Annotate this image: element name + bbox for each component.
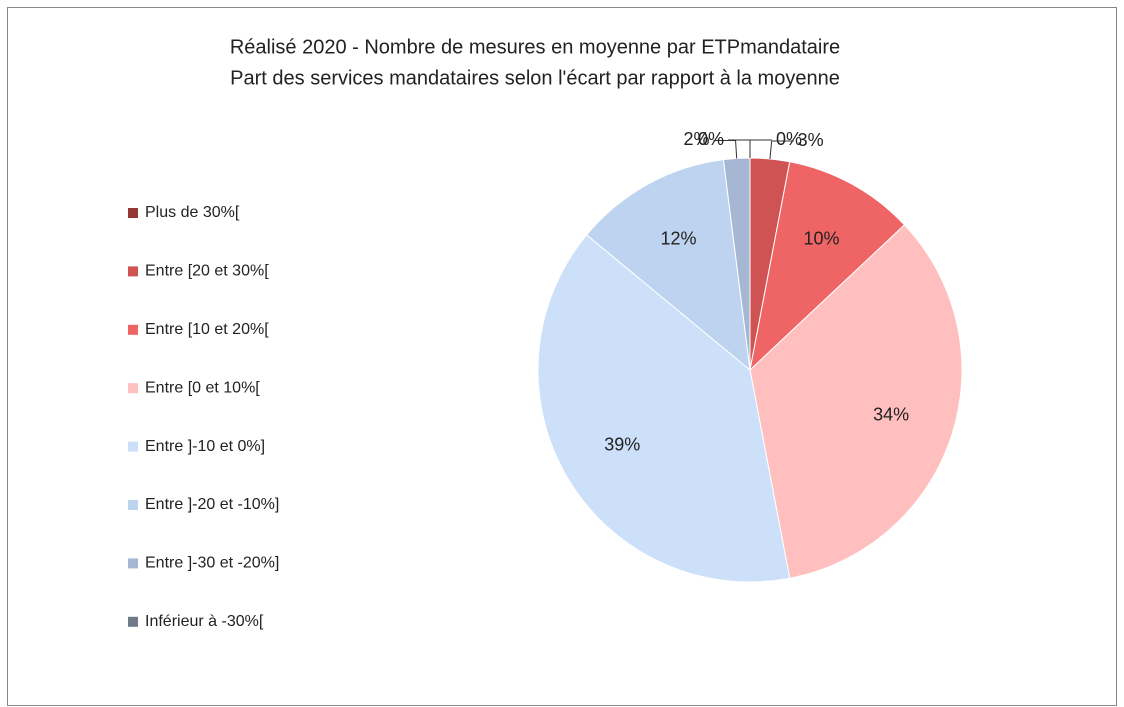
chart-title: Réalisé 2020 - Nombre de mesures en moye…	[230, 36, 840, 58]
legend-label: Entre [0 et 10%[	[145, 379, 260, 396]
data-label: 0%	[776, 129, 802, 149]
pie-slice	[749, 224, 963, 579]
legend-label: Entre ]-10 et 0%]	[145, 438, 265, 455]
data-label: 12%	[660, 229, 696, 249]
leader-line	[769, 140, 773, 159]
data-label: 3%	[798, 130, 824, 150]
legend-label: Entre ]-30 et -20%]	[145, 555, 279, 572]
data-label: 10%	[803, 229, 839, 249]
leader-line	[735, 140, 738, 159]
legend-label: Plus de 30%[	[145, 204, 240, 221]
legend-swatch	[128, 383, 138, 394]
pie-slice	[537, 234, 791, 583]
data-label: 34%	[873, 405, 909, 425]
legend-swatch	[128, 266, 138, 277]
legend-swatch	[128, 616, 138, 627]
legend-swatch	[128, 500, 138, 510]
legend-swatch	[128, 208, 138, 218]
legend-label: Entre [20 et 30%[	[145, 263, 269, 280]
data-label: 0%	[698, 129, 724, 149]
pie-slice	[585, 159, 751, 372]
legend-label: Entre [10 et 20%[	[145, 321, 269, 338]
legend-label: Entre ]-20 et -10%]	[145, 496, 279, 513]
legend-swatch	[128, 558, 138, 569]
chart-subtitle: Part des services mandataires selon l'éc…	[230, 67, 840, 89]
data-label: 39%	[604, 434, 640, 454]
data-label: 2%	[684, 129, 710, 149]
legend-swatch	[128, 441, 138, 452]
legend-label: Inférieur à -30%[	[145, 613, 264, 630]
legend-swatch	[128, 324, 138, 335]
pie-slice	[749, 161, 906, 372]
